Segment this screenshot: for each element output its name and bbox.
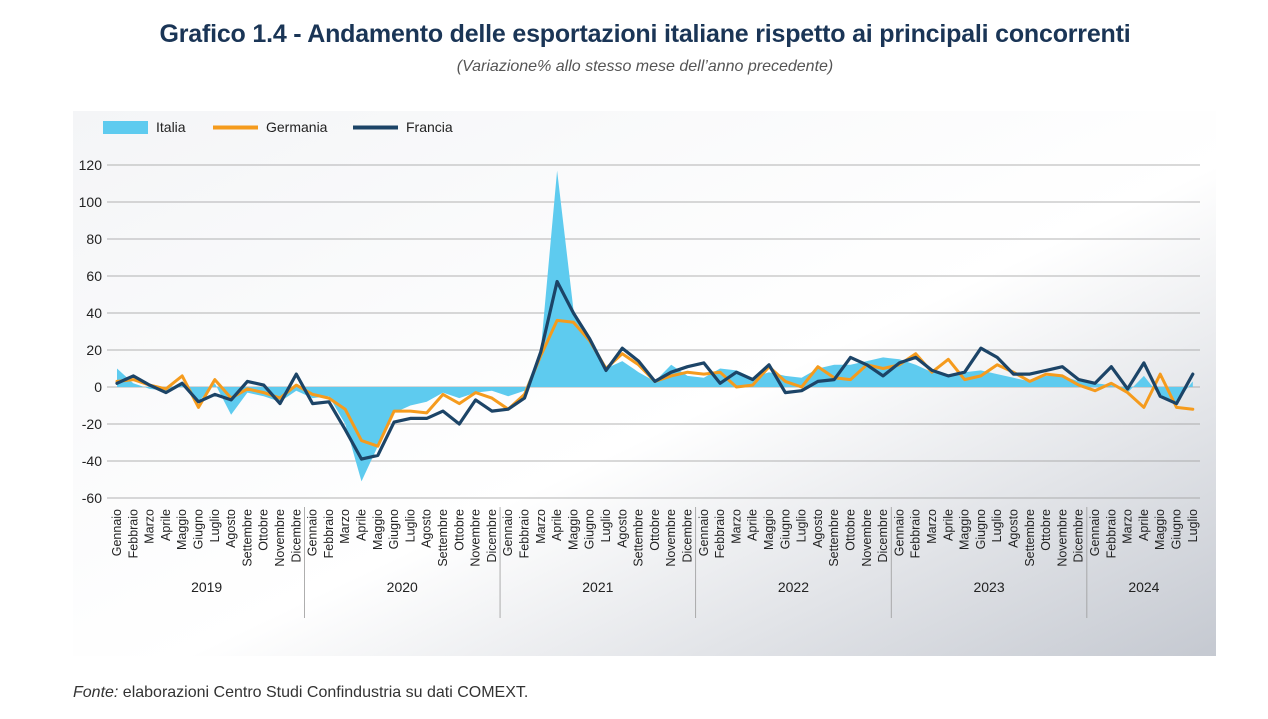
year-label: 2023 [973,579,1004,595]
x-tick-label: Gennaio [110,509,124,556]
x-tick-label: Febbraio [126,509,140,558]
x-tick-label: Agosto [420,509,434,548]
legend-label-italia: Italia [156,119,186,135]
x-tick-label: Agosto [811,509,825,548]
x-tick-label: Giugno [1170,509,1184,549]
x-tick-label: Febbraio [322,509,336,558]
x-tick-label: Marzo [729,509,743,544]
x-tick-label: Ottobre [844,509,858,551]
x-tick-label: Ottobre [648,509,662,551]
x-tick-label: Giugno [387,509,401,549]
x-tick-label: Marzo [534,509,548,544]
x-tick-label: Gennaio [697,509,711,556]
y-tick-label: -40 [82,453,102,469]
x-tick-label: Febbraio [713,509,727,558]
x-tick-label: Aprile [941,509,955,541]
source-text: elaborazioni Centro Studi Confindustria … [118,684,529,701]
x-tick-label: Dicembre [289,509,303,563]
series-line-francia [115,279,1195,461]
chart-title: Grafico 1.4 - Andamento delle esportazio… [159,20,1131,48]
year-label: 2020 [387,579,418,595]
source-note: Fonte: elaborazioni Centro Studi Confind… [73,684,528,702]
x-tick-label: Luglio [403,509,417,542]
x-tick-label: Novembre [860,509,874,567]
x-tick-label: Agosto [224,509,238,548]
x-tick-label: Marzo [143,509,157,544]
x-tick-label: Novembre [1055,509,1069,567]
x-tick-label: Settembre [632,509,646,567]
x-tick-label: Febbraio [518,509,532,558]
y-tick-label: 60 [86,268,102,284]
x-tick-label: Giugno [192,509,206,549]
x-tick-label: Novembre [664,509,678,567]
x-tick-label: Maggio [1153,509,1167,550]
x-tick-label: Dicembre [876,509,890,563]
x-tick-label: Settembre [1023,509,1037,567]
legend-label-germania: Germania [266,119,328,135]
x-tick-label: Dicembre [1072,509,1086,563]
x-tick-label: Giugno [778,509,792,549]
x-tick-label: Settembre [240,509,254,567]
x-tick-label: Giugno [974,509,988,549]
x-tick-label: Novembre [469,509,483,567]
year-label: 2024 [1128,579,1159,595]
y-tick-label: 40 [86,305,102,321]
x-tick-label: Aprile [746,509,760,541]
x-tick-label: Gennaio [892,509,906,556]
x-tick-label: Febbraio [909,509,923,558]
year-label: 2019 [191,579,222,595]
x-tick-label: Gennaio [1088,509,1102,556]
series-area-italia [117,170,1193,482]
x-tick-label: Gennaio [501,509,515,556]
x-tick-label: Febbraio [1104,509,1118,558]
x-tick-label: Maggio [566,509,580,550]
legend-label-francia: Francia [406,119,453,135]
y-tick-label: 100 [79,194,103,210]
x-tick-label: Maggio [175,509,189,550]
x-tick-label: Giugno [583,509,597,549]
x-tick-label: Aprile [159,509,173,541]
x-tick-label: Maggio [762,509,776,550]
x-tick-label: Ottobre [452,509,466,551]
chart-subtitle: (Variazione% allo stesso mese dell’anno … [456,58,834,75]
x-tick-label: Luglio [795,509,809,542]
y-tick-label: -20 [82,416,102,432]
y-tick-label: -60 [82,490,102,506]
x-tick-label: Maggio [958,509,972,550]
x-tick-label: Aprile [550,509,564,541]
legend-swatch-italia [103,121,148,134]
x-tick-label: Settembre [436,509,450,567]
x-tick-label: Settembre [827,509,841,567]
x-tick-label: Ottobre [257,509,271,551]
x-tick-label: Agosto [1007,509,1021,548]
x-tick-label: Agosto [615,509,629,548]
y-tick-label: 120 [79,157,103,173]
y-tick-label: 20 [86,342,102,358]
x-tick-label: Luglio [208,509,222,542]
source-label: Fonte: [73,684,119,701]
x-tick-label: Marzo [338,509,352,544]
year-label: 2021 [582,579,613,595]
x-tick-label: Aprile [355,509,369,541]
x-tick-label: Ottobre [1039,509,1053,551]
chart-panel: 120 100 80 60 40 20 0 -20 -40 -60 Gennaio Febbraio… [73,111,1216,656]
year-label: 2022 [778,579,809,595]
x-tick-label: Aprile [1137,509,1151,541]
y-tick-label: 80 [86,231,102,247]
x-tick-label: Marzo [925,509,939,544]
x-tick-label: Luglio [1186,509,1200,542]
x-tick-label: Dicembre [681,509,695,563]
x-tick-label: Dicembre [485,509,499,563]
x-tick-label: Marzo [1121,509,1135,544]
x-tick-label: Luglio [990,509,1004,542]
y-tick-label: 0 [94,379,102,395]
x-tick-label: Gennaio [306,509,320,556]
x-tick-label: Novembre [273,509,287,567]
x-tick-label: Luglio [599,509,613,542]
x-tick-label: Maggio [371,509,385,550]
